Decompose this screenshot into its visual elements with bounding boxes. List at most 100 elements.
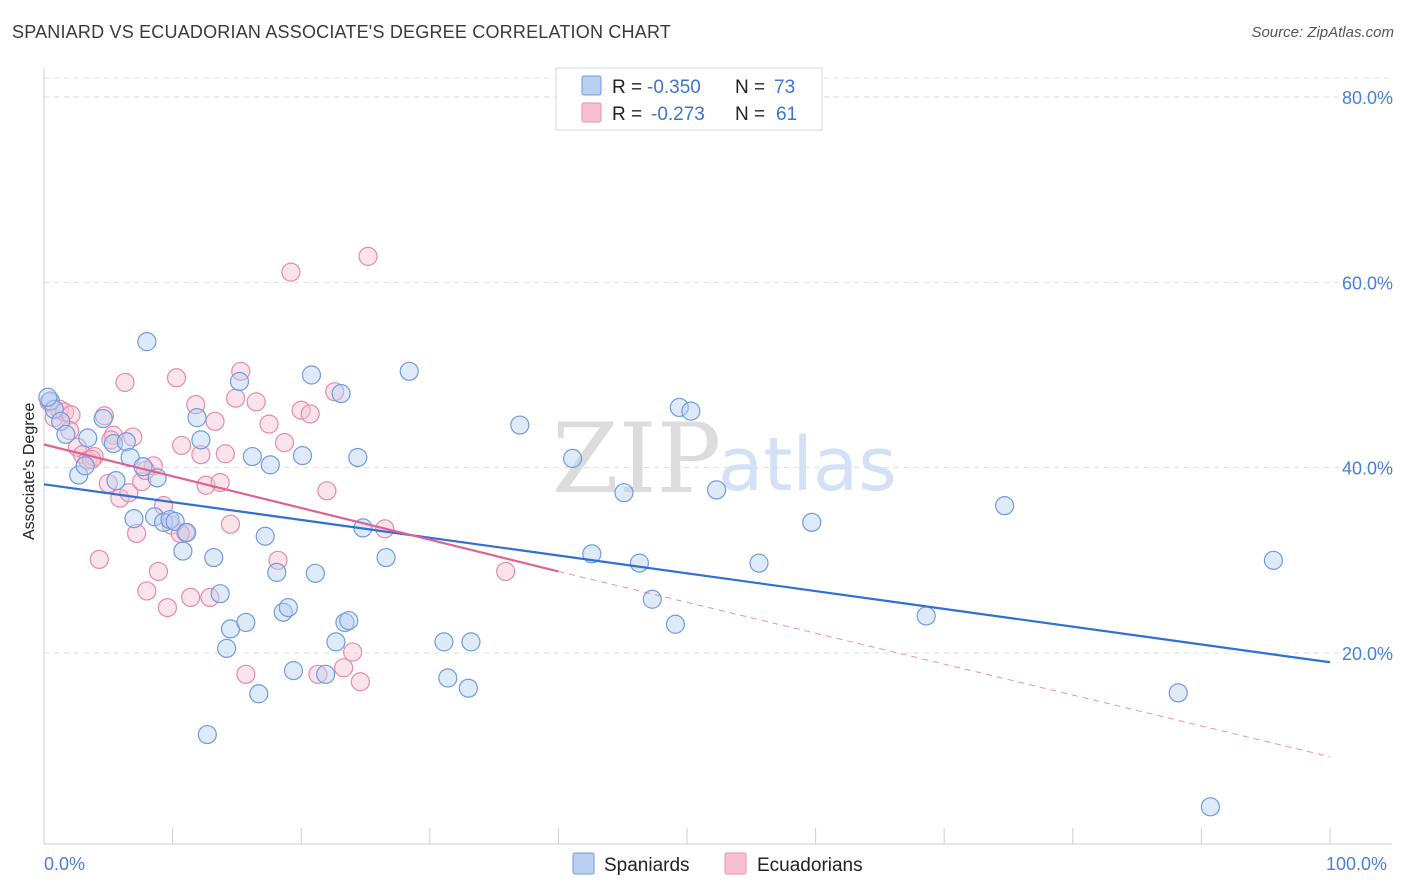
spaniard-point xyxy=(510,415,530,435)
ecuadorian-point xyxy=(325,382,345,402)
ecuadorian-point xyxy=(172,435,192,456)
spaniard-point xyxy=(173,541,193,561)
x-tick-label-min: 0.0% xyxy=(44,854,85,874)
spaniard-point xyxy=(348,447,368,468)
spaniard-point xyxy=(681,401,701,421)
spaniard-point xyxy=(669,397,689,418)
spaniard-point xyxy=(461,632,481,652)
ecuadorian-point xyxy=(358,246,378,266)
watermark-atlas: atlas xyxy=(718,422,897,508)
spaniard-point xyxy=(137,332,157,352)
spaniard-point xyxy=(78,428,98,448)
axes xyxy=(43,68,1392,845)
legend-r-value-ecuadorians: -0.273 xyxy=(651,104,705,125)
legend-swatch-ecuadorians xyxy=(581,102,602,123)
y-tick-label: 80.0% xyxy=(1342,88,1393,108)
ecuadorian-point xyxy=(259,414,279,434)
bottom-legend-label-ecuadorians: Ecuadorians xyxy=(757,855,863,876)
spaniard-point xyxy=(1200,797,1221,817)
spaniard-point xyxy=(1263,550,1284,570)
y-axis-label: Associate's Degree xyxy=(21,403,38,540)
spaniard-point xyxy=(267,562,287,582)
spaniard-point xyxy=(165,511,185,532)
ecuadorian-point xyxy=(281,262,301,282)
y-tick-labels: 20.0% 40.0% 60.0% 80.0% xyxy=(1342,88,1393,664)
ecuadorian-point xyxy=(226,388,246,408)
legend-n-label-ecuadorians: N = xyxy=(735,104,765,125)
ecuadorians-trend-extension xyxy=(558,570,1331,758)
spaniard-point xyxy=(75,456,95,476)
spaniard-point xyxy=(629,553,650,573)
spaniard-point xyxy=(283,661,304,681)
spaniard-point xyxy=(217,638,237,658)
legend-n-value-spaniards: 73 xyxy=(774,77,795,98)
spaniard-point xyxy=(38,387,58,407)
spaniard-point xyxy=(229,371,250,392)
spaniard-point xyxy=(292,446,313,466)
ecuadorian-point xyxy=(308,664,328,684)
x-tick-label-max: 100.0% xyxy=(1326,854,1387,874)
bottom-legend-swatch-ecuadorians xyxy=(724,852,747,875)
spaniard-point xyxy=(458,678,478,698)
spaniard-point xyxy=(582,544,602,564)
legend-n-value-ecuadorians: 61 xyxy=(776,104,797,125)
spaniard-point xyxy=(177,522,197,543)
spaniard-point xyxy=(665,614,686,634)
spaniard-point xyxy=(434,632,454,652)
spaniard-point xyxy=(191,430,211,450)
ecuadorian-point xyxy=(246,392,266,412)
ecuadorian-point xyxy=(191,445,211,465)
series-legend: Spaniards Ecuadorians xyxy=(572,852,863,876)
ecuadorian-point xyxy=(126,523,147,544)
ecuadorians-trend-line xyxy=(43,443,559,573)
spaniard-point xyxy=(916,606,936,626)
ecuadorian-point xyxy=(181,587,201,608)
source-label: Source: ZipAtlas.com xyxy=(1251,24,1394,41)
spaniard-point xyxy=(278,597,298,618)
legend-r-label-spaniards: R = xyxy=(612,77,642,98)
spaniard-point xyxy=(242,446,262,467)
spaniards-trend-line xyxy=(43,483,1331,664)
y-tick-label: 60.0% xyxy=(1342,273,1393,293)
spaniard-point xyxy=(204,547,224,568)
ecuadorian-point xyxy=(157,597,178,618)
ecuadorian-point xyxy=(166,368,187,388)
spaniard-point xyxy=(124,509,144,529)
spaniard-point xyxy=(326,632,346,652)
spaniard-point xyxy=(399,361,419,381)
ecuadorian-point xyxy=(220,514,241,534)
legend-n-label-spaniards: N = xyxy=(735,77,765,98)
spaniard-point xyxy=(93,408,113,429)
ecuadorian-point xyxy=(148,561,169,582)
spaniard-point xyxy=(749,553,769,573)
spaniard-point xyxy=(331,383,351,404)
chart-title: SPANIARD VS ECUADORIAN ASSOCIATE'S DEGRE… xyxy=(12,22,672,42)
spaniard-point xyxy=(197,724,217,745)
legend-r-label-ecuadorians: R = xyxy=(612,104,642,125)
spaniard-point xyxy=(56,424,76,444)
spaniard-point xyxy=(376,547,396,568)
ecuadorian-point xyxy=(200,587,220,608)
bottom-legend-swatch-spaniards xyxy=(572,852,595,875)
watermark-zip: ZIP xyxy=(552,403,721,515)
spaniard-point xyxy=(339,610,359,631)
spaniard-point xyxy=(236,612,256,633)
spaniard-point xyxy=(44,399,64,419)
spaniard-point xyxy=(187,408,207,428)
bottom-legend-label-spaniards: Spaniards xyxy=(604,855,690,876)
ecuadorian-point xyxy=(274,433,295,453)
spaniard-point xyxy=(249,684,269,704)
correlation-legend: R = -0.350 N = 73 R = -0.273 N = 61 xyxy=(555,67,823,131)
trend-lines xyxy=(43,443,1331,758)
ecuadorian-point xyxy=(334,658,354,678)
spaniard-point xyxy=(301,365,322,385)
spaniard-point xyxy=(706,480,727,500)
ecuadorian-point xyxy=(89,549,109,570)
spaniard-point xyxy=(260,455,280,475)
y-tick-label: 20.0% xyxy=(1342,644,1393,664)
ecuadorian-point xyxy=(300,404,320,424)
spaniard-point xyxy=(144,507,165,527)
ecuadorian-point xyxy=(231,361,251,381)
ecuadorian-point xyxy=(317,481,337,501)
